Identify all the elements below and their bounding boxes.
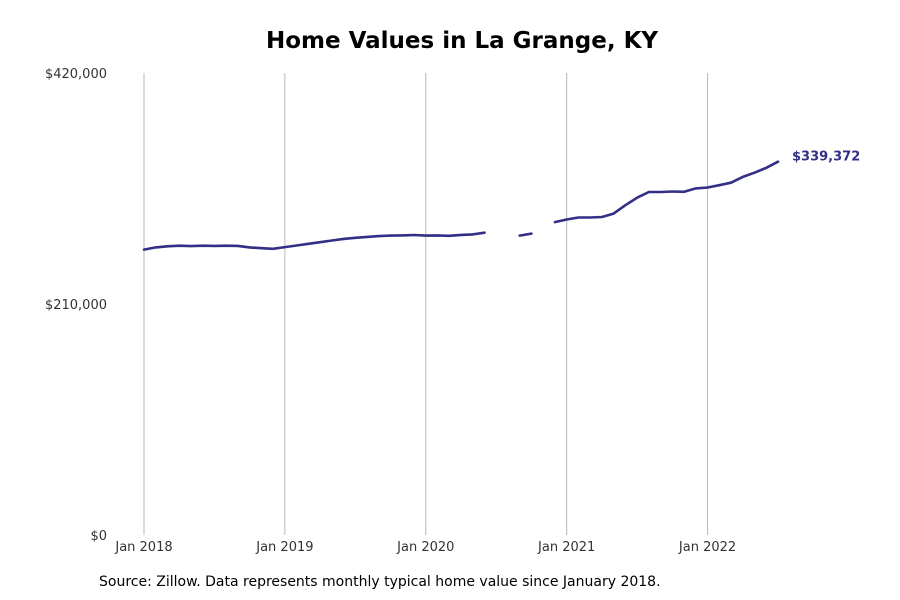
series-segment	[518, 232, 533, 237]
x-tick-label: Jan 2021	[537, 540, 595, 555]
x-tick-label: Jan 2020	[396, 540, 454, 555]
y-tick-label: $0	[90, 529, 107, 544]
x-tick-label: Jan 2018	[114, 540, 172, 555]
gridlines	[143, 73, 709, 535]
series-segment	[142, 231, 486, 251]
x-axis-tick-labels: Jan 2018 Jan 2019 Jan 2020 Jan 2021 Jan 2022	[114, 540, 736, 555]
chart-title: Home Values in La Grange, KY	[265, 28, 659, 54]
series-segment	[553, 160, 780, 224]
x-tick-label: Jan 2022	[678, 540, 736, 555]
y-axis-tick-labels: $0 $210,000 $420,000	[45, 67, 107, 544]
x-tick-label: Jan 2019	[255, 540, 313, 555]
series-line	[142, 160, 780, 251]
end-value-label: $339,372	[792, 150, 860, 165]
source-note: Source: Zillow. Data represents monthly …	[99, 574, 661, 590]
y-tick-label: $420,000	[45, 67, 107, 82]
end-value-label-group: $339,372	[792, 150, 860, 165]
y-tick-label: $210,000	[45, 298, 107, 313]
